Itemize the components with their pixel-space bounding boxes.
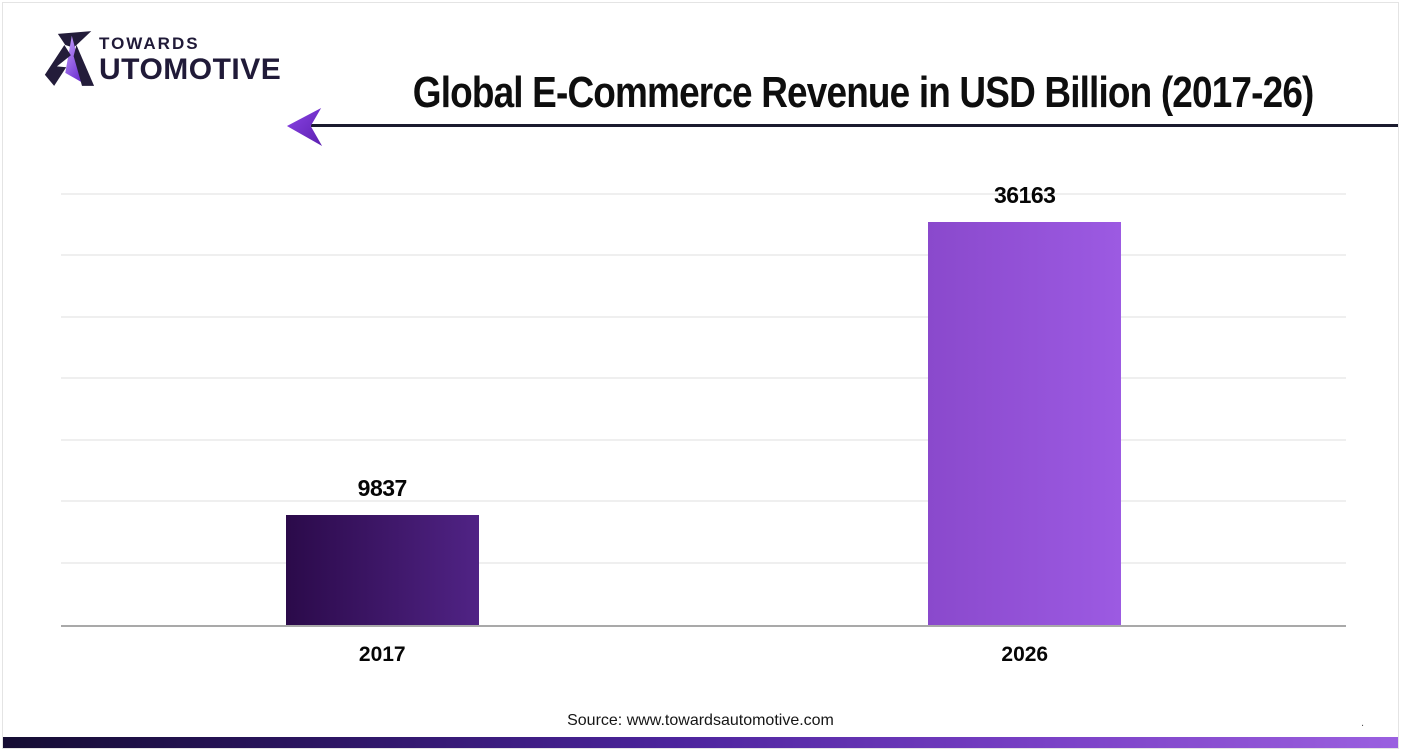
- gridline: [61, 377, 1346, 379]
- stray-mark: .: [1361, 717, 1365, 729]
- brand-automotive-label: UTOMOTIVE: [99, 53, 282, 86]
- x-label-2026: 2026: [1001, 643, 1049, 666]
- gridline: [61, 192, 1346, 195]
- gridline: [61, 438, 1346, 441]
- stylized-a-icon: [44, 31, 95, 86]
- bar-2026: [928, 222, 1122, 625]
- gridline: [61, 315, 1346, 318]
- bar-group-2026: 36163: [704, 133, 1347, 625]
- gridline: [61, 561, 1346, 564]
- x-label-2017: 2017: [358, 643, 406, 666]
- brand-text: TOWARDS UTOMOTIVE: [99, 29, 281, 85]
- arrow-line: [311, 124, 1398, 127]
- bar-group-2017: 9837: [61, 133, 704, 625]
- bar-series: 9837 36163: [61, 133, 1346, 625]
- arrow-left-icon: [286, 108, 323, 146]
- brand-towards-label: TOWARDS: [99, 34, 200, 53]
- bar-2017: [285, 515, 479, 625]
- chart-title: Global E-Commerce Revenue in USD Billion…: [412, 68, 1315, 118]
- gridline: [61, 254, 1346, 256]
- brand-logo: TOWARDS UTOMOTIVE: [43, 29, 281, 87]
- footer-gradient-bar: [3, 737, 1398, 748]
- value-label-2017: 9837: [357, 475, 408, 501]
- plot-area: 9837 36163: [61, 133, 1346, 627]
- x-axis-labels: 2017 2026: [61, 643, 1346, 667]
- source-attribution: Source: www.towardsautomotive.com: [567, 712, 834, 729]
- value-label-2026: 36163: [994, 182, 1056, 208]
- gridline: [61, 500, 1346, 502]
